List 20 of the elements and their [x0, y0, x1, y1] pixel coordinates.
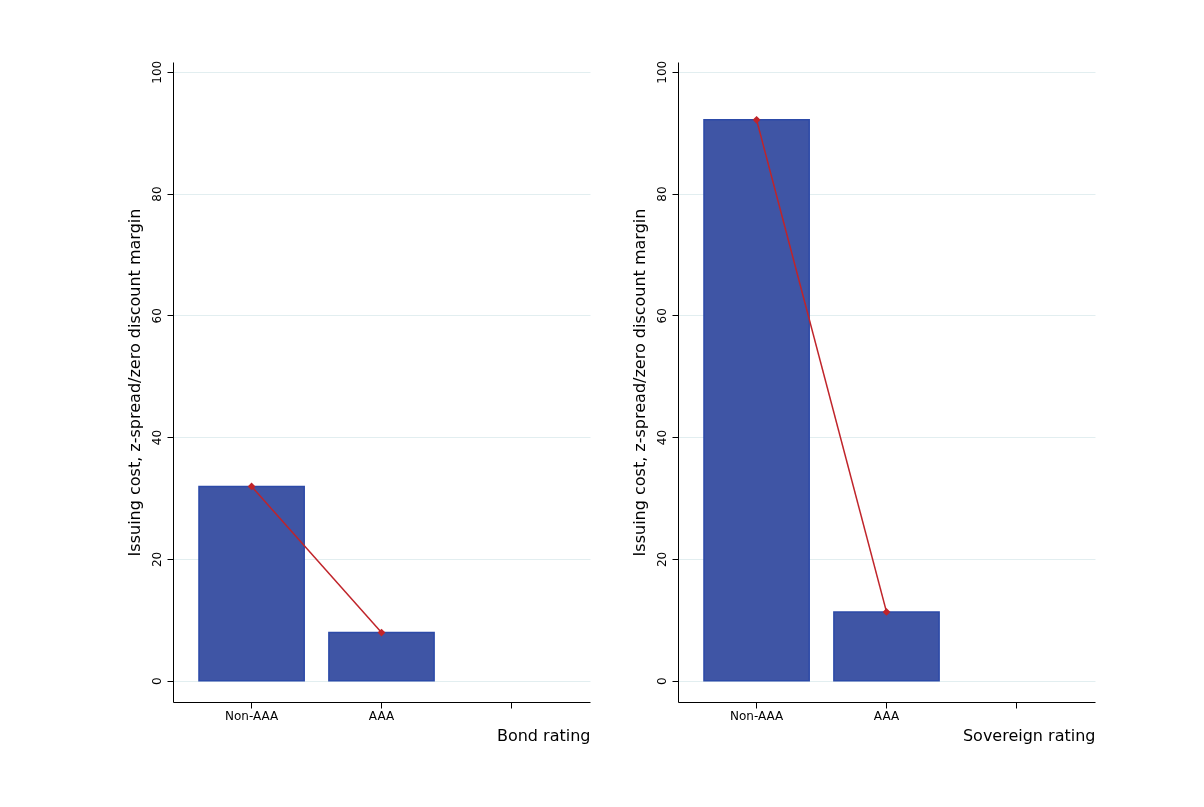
y-tick-label: 100 — [149, 60, 164, 84]
y-axis-title: Issuing cost, z-spread/zero discount margin — [124, 208, 144, 557]
y-tick-label: 20 — [654, 551, 669, 568]
y-tick-label: 60 — [654, 308, 669, 324]
y-tick-label: 80 — [149, 186, 164, 202]
x-tick-label: Non-AAA — [729, 708, 785, 723]
y-tick-label: 40 — [654, 429, 669, 446]
y-tick-label: 60 — [149, 308, 164, 324]
y-tick-label: 0 — [654, 677, 669, 686]
y-tick-label: 20 — [149, 551, 164, 568]
x-axis-title: Sovereign rating — [962, 725, 1096, 745]
x-axis-title: Bond rating — [496, 725, 591, 745]
y-tick-label: 80 — [654, 186, 669, 202]
y-axis-title: Issuing cost, z-spread/zero discount margin — [629, 208, 649, 557]
x-tick-label: Non-AAA — [224, 708, 280, 723]
y-tick-label: 0 — [149, 677, 164, 686]
x-tick-label: AAA — [368, 708, 395, 723]
y-tick-label: 100 — [654, 60, 669, 84]
x-tick-label: AAA — [873, 708, 900, 723]
y-tick-label: 40 — [149, 429, 164, 446]
